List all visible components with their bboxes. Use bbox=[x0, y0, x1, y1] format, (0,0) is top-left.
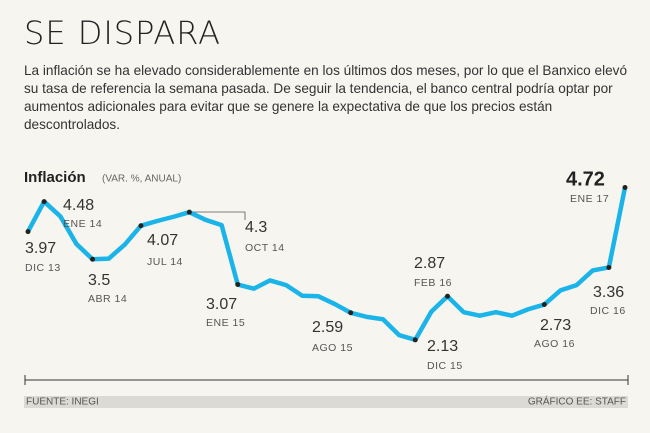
point bbox=[186, 209, 192, 215]
value-label: 3.07 bbox=[206, 296, 237, 313]
point bbox=[445, 293, 451, 299]
point bbox=[138, 223, 144, 229]
point bbox=[606, 264, 612, 270]
value-label: 2.13 bbox=[427, 338, 458, 355]
point bbox=[235, 282, 241, 288]
date-label: ENE 14 bbox=[63, 218, 102, 230]
date-label: FEB 16 bbox=[414, 277, 452, 289]
y-unit: (VAR. %, ANUAL) bbox=[102, 174, 181, 185]
value-label: 4.07 bbox=[147, 232, 178, 249]
point bbox=[541, 302, 547, 308]
value-label: 3.5 bbox=[88, 272, 110, 289]
value-label: 4.3 bbox=[245, 219, 267, 236]
value-label: 3.97 bbox=[25, 240, 56, 257]
value-label: 3.36 bbox=[593, 284, 624, 301]
point bbox=[25, 229, 31, 235]
date-label: DIC 16 bbox=[590, 305, 626, 317]
y-label: Inflación bbox=[24, 169, 86, 186]
date-label: AGO 15 bbox=[312, 342, 353, 354]
date-label: DIC 15 bbox=[427, 360, 463, 372]
line bbox=[26, 187, 628, 343]
point bbox=[348, 310, 354, 316]
value-label: 2.59 bbox=[312, 319, 343, 336]
date-label: OCT 14 bbox=[245, 242, 285, 254]
date-label: JUL 14 bbox=[147, 256, 183, 268]
title: SE DISPARA bbox=[24, 14, 222, 52]
value-label: 4.48 bbox=[63, 197, 94, 214]
point bbox=[412, 337, 418, 343]
point bbox=[622, 184, 628, 190]
leader-line bbox=[189, 211, 246, 220]
point bbox=[90, 256, 96, 262]
date-label: ABR 14 bbox=[88, 293, 127, 305]
date-label: AGO 16 bbox=[534, 338, 575, 350]
value-label: 2.87 bbox=[414, 255, 445, 272]
date-label: DIC 13 bbox=[25, 262, 61, 274]
footer-band bbox=[24, 396, 628, 408]
credit: GRÁFICO EE: STAFF bbox=[528, 395, 626, 408]
date-label: ENE 17 bbox=[570, 193, 609, 205]
value-label: 4.72 bbox=[566, 168, 605, 190]
value-label: 2.73 bbox=[540, 317, 571, 334]
subtitle: La inflación se ha elevado considerablem… bbox=[24, 63, 628, 132]
point bbox=[41, 199, 47, 205]
source: FUENTE: INEGI bbox=[26, 397, 99, 408]
date-label: ENE 15 bbox=[206, 317, 245, 329]
